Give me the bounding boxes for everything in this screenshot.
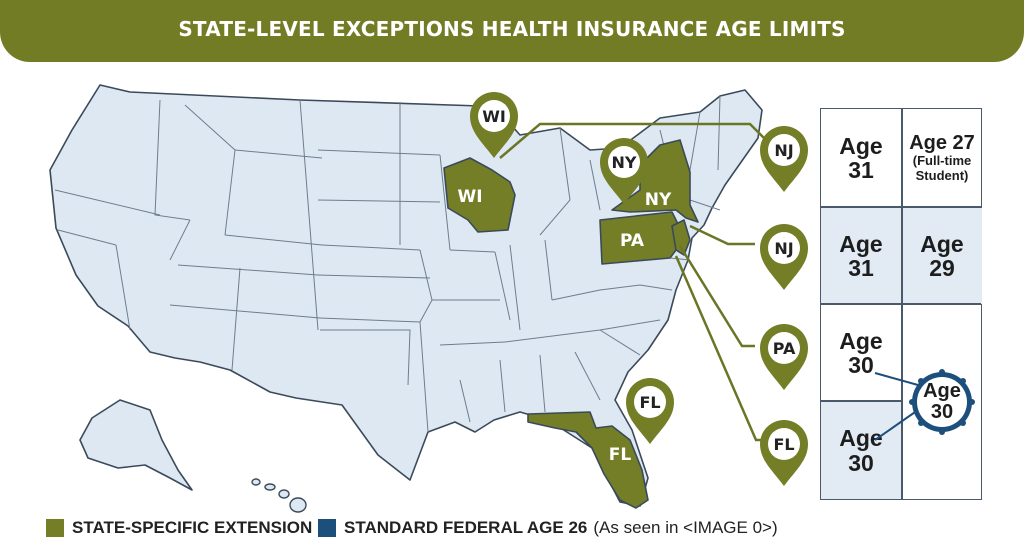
state-label-fl: FL xyxy=(609,445,632,465)
cell-r3c1-line2: 30 xyxy=(848,352,874,378)
pin-wi[interactable]: WI xyxy=(470,92,518,158)
badge-line2: 30 xyxy=(930,401,954,423)
pin-label-fl-map: FL xyxy=(639,393,660,412)
cell-r2c2-line1: Age xyxy=(920,230,964,257)
pin-nj-1[interactable]: NJ xyxy=(760,126,808,192)
cell-r3c1-line1: Age xyxy=(839,327,883,354)
state-wisconsin[interactable] xyxy=(443,157,516,233)
legend-federal-label: STANDARD FEDERAL AGE 26 xyxy=(344,518,588,537)
state-label-wi: WI xyxy=(457,187,482,207)
contiguous-us xyxy=(49,84,763,507)
pin-label-fl: FL xyxy=(773,435,794,454)
pin-label-wi: WI xyxy=(482,107,506,126)
cell-r1c1-line1: Age xyxy=(839,132,883,159)
cell-r2c1-line1: Age xyxy=(839,230,883,257)
cell-r1c1-line2: 31 xyxy=(848,157,874,183)
legend-swatch-extension xyxy=(46,519,64,537)
age-limit-table: Age 31 Age 27 (Full-time Student) Age 31… xyxy=(820,108,982,500)
state-florida[interactable] xyxy=(527,411,649,509)
pin-label-nj-2: NJ xyxy=(774,239,793,258)
alaska xyxy=(79,399,193,491)
legend-swatch-federal xyxy=(318,519,336,537)
cell-r3c1: Age 30 xyxy=(821,305,901,401)
cell-r1c1: Age 31 xyxy=(821,109,901,207)
age-30-badge-text: Age 30 xyxy=(912,376,972,428)
badge-line1: Age xyxy=(923,380,961,402)
pin-pa[interactable]: PA xyxy=(760,324,808,390)
cell-r2c2-line2: 29 xyxy=(929,255,955,281)
cell-r2c2: Age 29 xyxy=(902,208,982,304)
state-label-pa: PA xyxy=(620,231,645,251)
cell-r2c1: Age 31 xyxy=(821,208,901,304)
cell-r1c2-line3: Student) xyxy=(915,167,969,183)
title-banner: STATE-LEVEL EXCEPTIONS HEALTH INSURANCE … xyxy=(0,0,1024,62)
table-divider-3 xyxy=(821,400,901,402)
table-divider-1 xyxy=(821,206,981,208)
cell-r1c2-line1: Age 27 xyxy=(909,131,975,154)
legend-federal: STANDARD FEDERAL AGE 26 (As seen in <IMA… xyxy=(318,516,778,540)
cell-r1c2-line2: (Full-time xyxy=(912,152,972,168)
page-title: STATE-LEVEL EXCEPTIONS HEALTH INSURANCE … xyxy=(178,17,846,41)
state-new-jersey[interactable] xyxy=(671,219,691,256)
legend-extension: STATE-SPECIFIC EXTENSION xyxy=(46,516,312,540)
pin-ny[interactable]: NY xyxy=(600,138,648,204)
pin-nj-2[interactable]: NJ xyxy=(760,224,808,290)
state-label-ny: NY xyxy=(645,190,672,210)
pin-label-pa: PA xyxy=(773,339,796,358)
cell-r1c2: Age 27 (Full-time Student) xyxy=(902,109,982,207)
cell-r4c1-line2: 30 xyxy=(848,449,874,476)
legend-extension-label: STATE-SPECIFIC EXTENSION xyxy=(72,518,313,537)
cell-r2c1-line2: 31 xyxy=(848,255,874,281)
hawaii xyxy=(251,478,307,513)
pin-fl[interactable]: FL xyxy=(760,420,808,486)
legend-federal-note: (As seen in <IMAGE 0>) xyxy=(593,518,778,537)
pin-fl-map[interactable]: FL xyxy=(626,378,674,444)
table-divider-2 xyxy=(821,303,981,305)
pin-label-ny: NY xyxy=(612,153,637,172)
state-borders xyxy=(54,95,721,433)
pin-label-nj-1: NJ xyxy=(774,141,793,160)
cell-r4c1: Age 30 xyxy=(821,402,901,499)
cell-r4c1-line1: Age xyxy=(839,425,883,452)
